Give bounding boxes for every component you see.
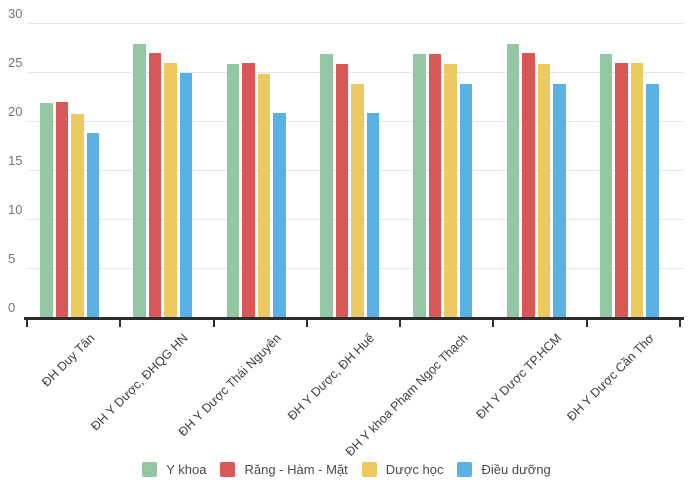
x-axis-tick [492, 320, 495, 327]
bar-d-c-h-c-7[interactable] [630, 63, 644, 317]
bar-d-c-h-c-1[interactable] [71, 114, 84, 317]
y-axis-tick-label: 5 [8, 251, 16, 266]
bar-d-c-h-c-3[interactable] [257, 73, 271, 317]
bar--i-u-d-ng-2[interactable] [179, 72, 193, 317]
x-axis-tick [119, 320, 122, 327]
y-axis-tick-label: 15 [8, 153, 23, 168]
legend-label: Điều dưỡng [481, 462, 551, 477]
bar-d-c-h-c-4[interactable] [351, 83, 364, 317]
bar-y-khoa-3[interactable] [226, 64, 240, 317]
bar-y-khoa-2[interactable] [133, 43, 146, 317]
y-axis-tick-label: 20 [8, 104, 23, 119]
bar-r-ng-h-m-m-t-5[interactable] [428, 54, 442, 317]
bar-y-khoa-5[interactable] [413, 54, 426, 317]
bar--i-u-d-ng-3[interactable] [273, 113, 286, 317]
x-axis-category-label: ĐH Duy Tân [39, 331, 98, 390]
bar-y-khoa-7[interactable] [599, 54, 613, 317]
legend-label: Răng - Hàm - Mặt [244, 462, 348, 477]
legend-item-y-khoa[interactable]: Y khoa [142, 462, 206, 477]
bar--i-u-d-ng-1[interactable] [86, 132, 100, 317]
x-axis-category-label: ĐH Y Dược Cần Thơ [564, 331, 658, 424]
x-axis-category-label: ĐH Y Dược TP.HCM [473, 331, 564, 422]
bar-d-c-h-c-6[interactable] [537, 64, 551, 317]
bar-r-ng-h-m-m-t-6[interactable] [522, 53, 535, 317]
y-axis-tick-label: 10 [8, 202, 23, 217]
bar-d-c-h-c-2[interactable] [164, 63, 177, 317]
x-axis-tick [305, 320, 308, 327]
gridline-25 [27, 72, 684, 73]
x-axis-category-label: ĐH Y Dược, ĐHQG HN [88, 331, 191, 434]
bar--i-u-d-ng-6[interactable] [553, 83, 566, 317]
legend: Y khoa Răng - Hàm - Mặt Dược học Điều dưỡng [0, 462, 693, 477]
bar-y-khoa-4[interactable] [320, 54, 333, 317]
bar-r-ng-h-m-m-t-4[interactable] [335, 64, 348, 317]
legend-item-r-ng-h-m-m-t[interactable]: Răng - Hàm - Mặt [220, 462, 348, 477]
y-axis-tick-label: 25 [8, 55, 23, 70]
legend-item-d-c-h-c[interactable]: Dược học [361, 462, 444, 477]
bar--i-u-d-ng-7[interactable] [646, 83, 659, 317]
legend-swatch-icon [220, 462, 236, 477]
legend-swatch-icon [361, 462, 377, 477]
bar--i-u-d-ng-4[interactable] [366, 113, 379, 317]
y-axis-tick-label: 30 [8, 6, 23, 21]
bar-r-ng-h-m-m-t-2[interactable] [148, 53, 162, 317]
legend-label: Y khoa [166, 462, 207, 477]
bar-d-c-h-c-5[interactable] [444, 64, 457, 317]
legend-label: Dược học [385, 462, 444, 477]
bar-y-khoa-6[interactable] [506, 43, 520, 317]
legend-item--i-u-d-ng[interactable]: Điều dưỡng [457, 462, 551, 477]
x-axis-line [24, 317, 684, 320]
bar-r-ng-h-m-m-t-1[interactable] [55, 102, 69, 317]
x-axis-tick [399, 320, 402, 327]
gridline-30 [27, 23, 684, 24]
legend-swatch-icon [457, 462, 473, 477]
bar-r-ng-h-m-m-t-3[interactable] [242, 63, 255, 317]
y-axis-tick-label: 0 [8, 300, 16, 315]
bar-r-ng-h-m-m-t-7[interactable] [615, 63, 628, 317]
legend-swatch-icon [142, 462, 158, 477]
bar-y-khoa-1[interactable] [40, 103, 53, 317]
x-axis-category-label: ĐH Y Dược Thái Nguyên [176, 331, 285, 440]
bar--i-u-d-ng-5[interactable] [459, 83, 473, 317]
x-axis-tick [679, 320, 681, 327]
x-axis-tick [585, 320, 588, 327]
x-axis-tick [26, 320, 28, 327]
x-axis-tick [212, 320, 215, 327]
x-axis-category-label: ĐH Y Dược, ĐH Huế [285, 331, 378, 424]
